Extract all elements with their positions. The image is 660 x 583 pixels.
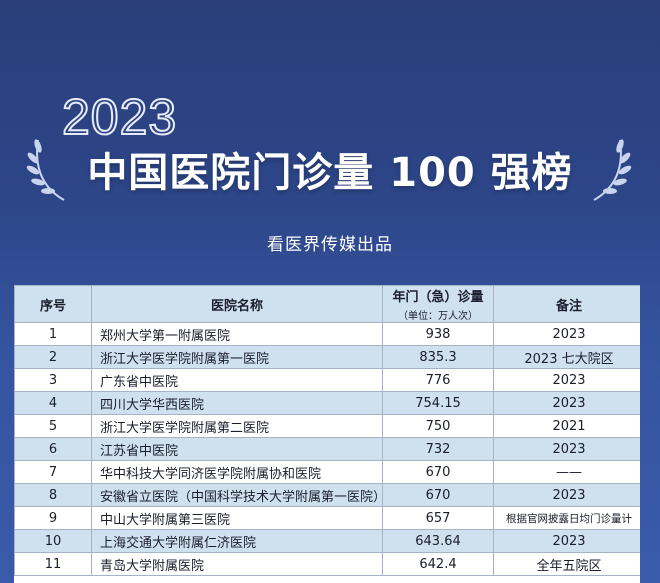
column-header-num: 序号: [14, 285, 92, 323]
table-row: 10 上海交通大学附属仁济医院 643.64 2023: [14, 529, 640, 553]
cell-volume: 657: [382, 506, 494, 530]
ranking-table: 序号 医院名称 年门（急）诊量 （单位：万人次） 备注 1 郑州大学第一附属医院…: [14, 285, 640, 576]
table-row: 2 浙江大学医学院附属第一医院 835.3 2023 七大院区: [14, 345, 640, 369]
column-header-volume-label: 年门（急）诊量: [392, 290, 484, 305]
cell-volume: 642.4: [382, 552, 494, 576]
column-header-volume: 年门（急）诊量 （单位：万人次）: [382, 285, 494, 323]
cell-note: 2023 七大院区: [493, 345, 640, 369]
column-header-volume-unit: （单位：万人次）: [398, 311, 478, 322]
cell-note: 2023: [493, 437, 640, 461]
hero-banner: 2023 中国医院门诊量 100 强榜 看医界传媒出品: [0, 0, 660, 280]
cell-volume: 670: [382, 483, 494, 507]
cell-name: 青岛大学附属医院: [91, 552, 383, 576]
cell-name: 中山大学附属第三医院: [91, 506, 383, 530]
cell-name: 华中科技大学同济医学院附属协和医院: [91, 460, 383, 484]
cell-num: 10: [14, 529, 92, 553]
cell-num: 9: [14, 506, 92, 530]
table-row: 11 青岛大学附属医院 642.4 全年五院区: [14, 552, 640, 576]
cell-volume: 938: [382, 322, 494, 346]
cell-note: 2023: [493, 322, 640, 346]
table-row: 5 浙江大学医学院附属第二医院 750 2021: [14, 414, 640, 438]
cell-name: 广东省中医院: [91, 368, 383, 392]
cell-num: 5: [14, 414, 92, 438]
cell-name: 郑州大学第一附属医院: [91, 322, 383, 346]
cell-volume: 643.64: [382, 529, 494, 553]
laurel-right-icon: [593, 139, 632, 201]
table-row: 1 郑州大学第一附属医院 938 2023: [14, 322, 640, 346]
cell-num: 2: [14, 345, 92, 369]
cell-note: ——: [493, 460, 640, 484]
cell-note: 2021: [493, 414, 640, 438]
column-header-name: 医院名称: [91, 285, 383, 323]
table-row: 8 安徽省立医院（中国科学技术大学附属第一医院） 670 2023: [14, 483, 640, 507]
cell-volume: 754.15: [382, 391, 494, 415]
table-row: 3 广东省中医院 776 2023: [14, 368, 640, 392]
cell-num: 1: [14, 322, 92, 346]
cell-name: 浙江大学医学院附属第二医院: [91, 414, 383, 438]
cell-name: 江苏省中医院: [91, 437, 383, 461]
cell-name: 四川大学华西医院: [91, 391, 383, 415]
table-row: 4 四川大学华西医院 754.15 2023: [14, 391, 640, 415]
cell-note: 全年五院区: [493, 552, 640, 576]
cell-note: 2023: [493, 529, 640, 553]
cell-name: 上海交通大学附属仁济医院: [91, 529, 383, 553]
cell-volume: 750: [382, 414, 494, 438]
cell-num: 7: [14, 460, 92, 484]
cell-num: 11: [14, 552, 92, 576]
table-row: 6 江苏省中医院 732 2023: [14, 437, 640, 461]
page-title: 中国医院门诊量 100 强榜: [87, 150, 573, 196]
laurel-left-icon: [26, 139, 65, 201]
cell-note: 根据官网披露日均门诊量计: [493, 506, 640, 530]
cell-volume: 670: [382, 460, 494, 484]
cell-num: 6: [14, 437, 92, 461]
cell-volume: 776: [382, 368, 494, 392]
table-row: 7 华中科技大学同济医学院附属协和医院 670 ——: [14, 460, 640, 484]
cell-note: 2023: [493, 391, 640, 415]
cell-num: 4: [14, 391, 92, 415]
table-header-row: 序号 医院名称 年门（急）诊量 （单位：万人次） 备注: [14, 285, 640, 323]
cell-name: 安徽省立医院（中国科学技术大学附属第一医院）: [91, 483, 386, 507]
cell-num: 8: [14, 483, 92, 507]
column-header-note: 备注: [493, 285, 640, 323]
ranking-table-container: 序号 医院名称 年门（急）诊量 （单位：万人次） 备注 1 郑州大学第一附属医院…: [14, 285, 640, 583]
table-row: 9 中山大学附属第三医院 657 根据官网披露日均门诊量计: [14, 506, 640, 530]
page-subtitle: 看医界传媒出品: [267, 235, 393, 255]
year-heading: 2023: [61, 88, 178, 146]
cell-num: 3: [14, 368, 92, 392]
cell-name: 浙江大学医学院附属第一医院: [91, 345, 383, 369]
cell-note: 2023: [493, 368, 640, 392]
cell-note: 2023: [493, 483, 640, 507]
cell-volume: 732: [382, 437, 494, 461]
cell-volume: 835.3: [382, 345, 494, 369]
